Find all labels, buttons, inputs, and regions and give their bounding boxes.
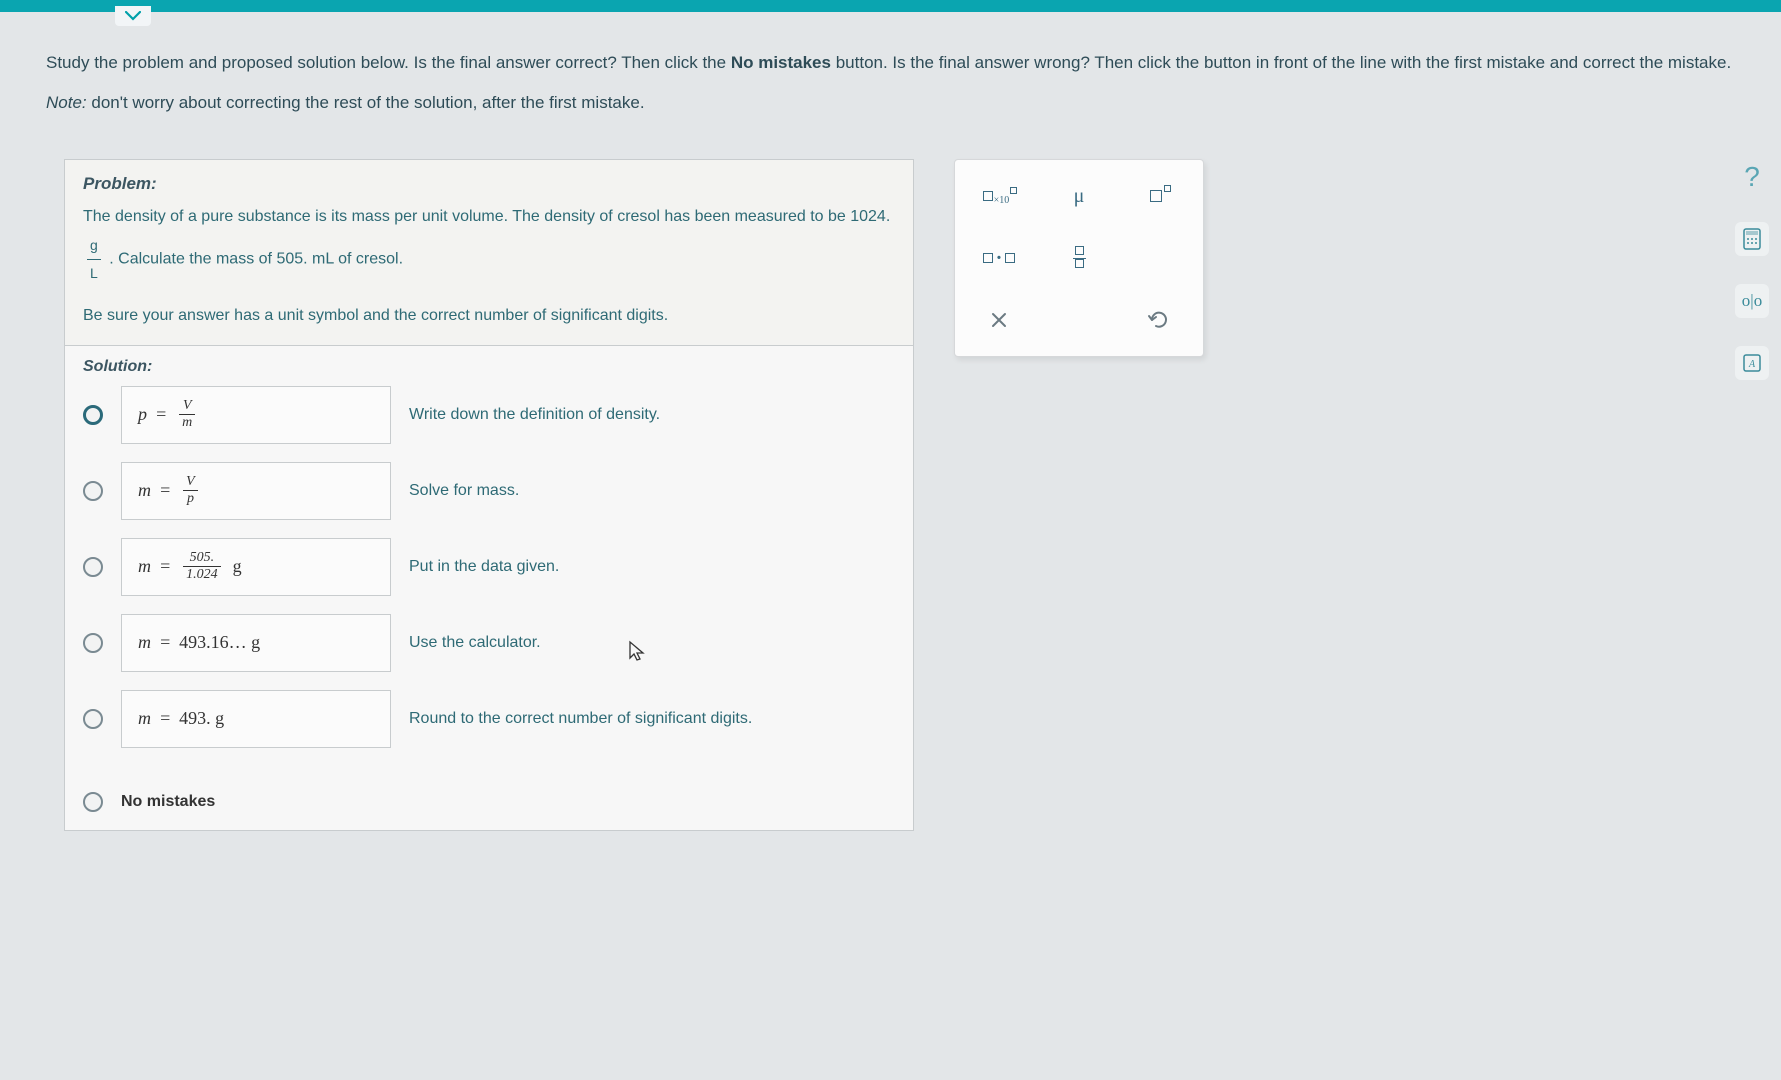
- step4-lhs: m: [138, 632, 151, 653]
- step3-lhs: m: [138, 556, 151, 577]
- math-toolpad: ×10 μ ·: [954, 159, 1204, 357]
- periodic-table-icon[interactable]: o|o: [1735, 284, 1769, 318]
- problem-text: The density of a pure substance is its m…: [83, 202, 895, 287]
- no-mistakes-row: No mistakes: [65, 784, 913, 830]
- step3-den: 1.024: [183, 567, 221, 583]
- step1-frac: V m: [179, 398, 195, 431]
- step1-num: V: [179, 398, 195, 415]
- problem-text-a: The density of a pure substance is its m…: [83, 208, 890, 225]
- step-radio-1[interactable]: [83, 405, 103, 425]
- step4-rhs: 493.16… g: [179, 632, 260, 653]
- problem-text-b: . Calculate the mass of 505. mL of creso…: [109, 251, 403, 268]
- help-icon[interactable]: ?: [1735, 160, 1769, 194]
- step-desc-1: Write down the definition of density.: [409, 406, 660, 424]
- step-radio-4[interactable]: [83, 633, 103, 653]
- note-text: don't worry about correcting the rest of…: [91, 93, 644, 112]
- no-mistakes-ref: No mistakes: [731, 53, 831, 72]
- multiply-dot-button[interactable]: ·: [971, 240, 1027, 276]
- undo-button[interactable]: [1131, 302, 1187, 338]
- fraction-button[interactable]: [1051, 240, 1107, 276]
- formula-box-4[interactable]: m = 493.16… g: [121, 614, 391, 672]
- step2-num: V: [183, 474, 198, 491]
- step5-rhs: 493. g: [179, 708, 224, 729]
- solution-heading: Solution:: [65, 346, 913, 386]
- solution-steps: p = V m Write down the definition of den…: [65, 386, 913, 784]
- step-radio-3[interactable]: [83, 557, 103, 577]
- note-prefix: Note:: [46, 93, 87, 112]
- clear-button[interactable]: [971, 302, 1027, 338]
- step-row: m = 493.16… g Use the calculator.: [83, 614, 895, 672]
- svg-text:A: A: [1748, 359, 1756, 370]
- step2-frac: V p: [183, 474, 198, 507]
- equals: =: [159, 480, 171, 501]
- unit-fraction: g L: [87, 232, 101, 286]
- exponent-button[interactable]: [1131, 178, 1187, 214]
- no-mistakes-label: No mistakes: [121, 793, 215, 811]
- step5-lhs: m: [138, 708, 151, 729]
- formula-box-5[interactable]: m = 493. g: [121, 690, 391, 748]
- step3-num: 505.: [183, 550, 221, 567]
- problem-heading: Problem:: [83, 174, 895, 194]
- step3-frac: 505. 1.024: [183, 550, 221, 583]
- step-radio-5[interactable]: [83, 709, 103, 729]
- step-row: m = 505. 1.024 g Put in the data given.: [83, 538, 895, 596]
- step-desc-2: Solve for mass.: [409, 482, 519, 500]
- step-desc-3: Put in the data given.: [409, 558, 559, 576]
- mu-button[interactable]: μ: [1051, 178, 1107, 214]
- formula-box-1[interactable]: p = V m: [121, 386, 391, 444]
- step2-lhs: m: [138, 480, 151, 501]
- formula-box-2[interactable]: m = V p: [121, 462, 391, 520]
- step-desc-4: Use the calculator.: [409, 634, 541, 652]
- unit-numerator: g: [87, 232, 101, 260]
- step-desc-5: Round to the correct number of significa…: [409, 710, 752, 728]
- step-row: p = V m Write down the definition of den…: [83, 386, 895, 444]
- reference-icon[interactable]: A: [1735, 346, 1769, 380]
- equals: =: [155, 404, 167, 425]
- problem-box: Problem: The density of a pure substance…: [65, 160, 913, 346]
- instruction-text-2: button. Is the final answer wrong? Then …: [836, 53, 1731, 72]
- no-mistakes-radio[interactable]: [83, 792, 103, 812]
- step-row: m = 493. g Round to the correct number o…: [83, 690, 895, 748]
- equals: =: [159, 708, 171, 729]
- equals: =: [159, 632, 171, 653]
- calculator-icon[interactable]: [1735, 222, 1769, 256]
- unit-denominator: L: [87, 260, 101, 287]
- step1-lhs: p: [138, 404, 147, 425]
- sci-label: ×10: [994, 195, 1010, 206]
- top-bar: [0, 0, 1781, 12]
- sci-notation-button[interactable]: ×10: [971, 178, 1027, 214]
- problem-note: Be sure your answer has a unit symbol an…: [83, 305, 895, 327]
- main-panel: Problem: The density of a pure substance…: [64, 159, 914, 831]
- formula-box-3[interactable]: m = 505. 1.024 g: [121, 538, 391, 596]
- step-radio-2[interactable]: [83, 481, 103, 501]
- step1-den: m: [179, 415, 195, 431]
- chevron-down-icon[interactable]: [115, 6, 151, 26]
- step2-den: p: [183, 491, 198, 507]
- instruction-text: Study the problem and proposed solution …: [46, 53, 731, 72]
- side-toolbar: ? o|o A: [1735, 160, 1769, 380]
- step3-trail: g: [233, 556, 242, 577]
- instructions: Study the problem and proposed solution …: [0, 12, 1781, 133]
- equals: =: [159, 556, 171, 577]
- step-row: m = V p Solve for mass.: [83, 462, 895, 520]
